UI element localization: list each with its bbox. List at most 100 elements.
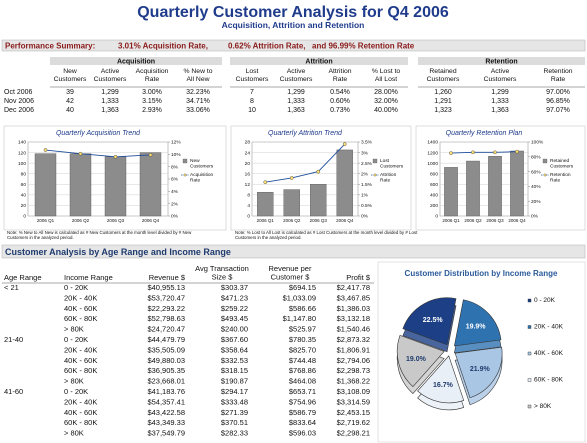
legend-label: 0 - 20K (534, 297, 556, 304)
bar (104, 156, 127, 217)
column-header: Retained Customers (427, 68, 460, 83)
y-tick-label: 24 (245, 150, 251, 156)
x-tick-label: 2006 Q1 (257, 218, 275, 223)
table-cell: $41,183.76 (147, 387, 185, 396)
table-cell: $35,505.09 (147, 345, 185, 354)
table-cell: 3.15% (142, 98, 162, 105)
table-group-band (230, 57, 408, 65)
legend-label: Lost Customers (380, 158, 404, 170)
month-label: Nov 2006 (4, 98, 34, 105)
slice-label: 16.7% (433, 382, 454, 389)
table-cell: $586.79 (289, 408, 316, 417)
subtitle: Acquisition, Attrition and Retention (222, 20, 365, 30)
x-tick-label: 2006 Q4 (336, 218, 354, 223)
chart-title: Customer Distribution by Income Range (405, 269, 558, 278)
x-tick-label: 2006 Q2 (283, 218, 301, 223)
title: Quarterly Customer Analysis for Q4 2006 (137, 4, 449, 21)
table-cell: 1,299 (491, 89, 509, 96)
y2-tick-label: 0% (171, 214, 179, 220)
table-cell: 1,333 (101, 98, 119, 105)
age-range: 21-40 (4, 335, 23, 344)
bar (444, 167, 458, 217)
table-cell: $259.22 (221, 304, 248, 313)
table-cell: $2,298.73 (337, 366, 370, 375)
table-cell: $586.66 (289, 304, 316, 313)
y-tick-label: 0 (247, 214, 250, 220)
line (450, 151, 518, 154)
y-tick-label: 20 (245, 161, 251, 167)
bar (510, 150, 524, 217)
y2-tick-label: 0.5% (361, 203, 373, 209)
table-cell: $2,417.78 (337, 283, 370, 292)
bar (283, 189, 300, 217)
table-cell: 42 (66, 98, 74, 105)
legend-label: 60K - 80K (534, 377, 564, 384)
legend-swatch (527, 404, 532, 409)
column-header: % New to All New (183, 68, 212, 83)
y2-tick-label: 10% (171, 152, 181, 158)
table-cell: $1,368.22 (337, 377, 370, 386)
table-cell: 0.73% (330, 107, 350, 114)
x-tick-label: 2006 Q2 (72, 218, 90, 223)
summary-part: 0.62% Attrition Rate, (228, 42, 306, 51)
y-tick-label: 1000 (427, 161, 438, 167)
column-header: % Lost to All Lost (372, 68, 401, 83)
legend-label: 40K - 60K (534, 350, 564, 357)
table-cell: $471.23 (221, 293, 248, 302)
table-cell: 32.23% (186, 89, 210, 96)
table-cell: 20K - 40K (64, 397, 97, 406)
y-tick-label: 28 (245, 140, 251, 146)
table-cell: $36,905.35 (147, 366, 185, 375)
table-cell: 1,291 (434, 98, 452, 105)
y2-tick-label: 2% (361, 171, 369, 177)
table-cell: 1,323 (434, 107, 452, 114)
column-header: Revenue $ (149, 273, 186, 282)
table-cell: $43,349.33 (147, 418, 185, 427)
table-cell: $2,719.62 (337, 418, 370, 427)
column-header: Revenue per Customer $ (269, 264, 312, 282)
chart-title: Quarterly Acquisition Trend (56, 130, 141, 137)
table-cell: 7 (250, 89, 254, 96)
table-cell: 60K - 80K (64, 314, 97, 323)
y-tick-label: 200 (430, 203, 438, 209)
table-cell: 28.00% (374, 89, 398, 96)
y2-tick-label: 3.5% (361, 140, 373, 146)
note: Note: % Lost to All Lost is calculated a… (235, 230, 418, 240)
column-header: Active Customers (94, 68, 127, 83)
line-marker (493, 150, 497, 155)
table-cell: $43,422.58 (147, 408, 185, 417)
y2-tick-label: 4% (171, 189, 179, 195)
bar (69, 153, 92, 217)
table-cell: > 80K (64, 325, 84, 334)
table-cell: $3,132.18 (337, 314, 370, 323)
table-cell: 32.00% (374, 98, 398, 105)
table-cell: $240.00 (221, 325, 248, 334)
table-cell: $53,720.47 (147, 293, 185, 302)
column-header: Retention Rate (543, 68, 572, 83)
table-cell: 8 (250, 98, 254, 105)
summary-part: and 96.99% Retention Rate (312, 42, 415, 51)
x-tick-label: 2006 Q3 (107, 218, 125, 223)
table-cell: 96.85% (546, 98, 570, 105)
line-marker (449, 151, 453, 155)
line-marker (342, 142, 347, 146)
y2-tick-label: 2% (171, 201, 179, 207)
legend-swatch (373, 173, 377, 177)
legend-label: Acquisition Rate (190, 172, 214, 184)
table-cell: $1,540.46 (337, 325, 370, 334)
table-cell: 97.07% (546, 107, 570, 114)
y-tick-label: 1200 (427, 150, 438, 156)
table-cell: $1,806.91 (337, 345, 370, 354)
legend-swatch (542, 158, 548, 164)
x-tick-label: 2006 Q3 (486, 218, 504, 223)
line (265, 143, 346, 183)
table-cell: 39 (66, 89, 74, 96)
x-tick-label: 2006 Q4 (142, 218, 160, 223)
y-tick-label: 800 (430, 171, 438, 177)
table-cell: 10 (248, 107, 256, 114)
section-band (1, 244, 586, 259)
table-cell: 20K - 40K (64, 293, 97, 302)
section-title: Customer Analysis by Age Range and Incom… (5, 247, 231, 257)
